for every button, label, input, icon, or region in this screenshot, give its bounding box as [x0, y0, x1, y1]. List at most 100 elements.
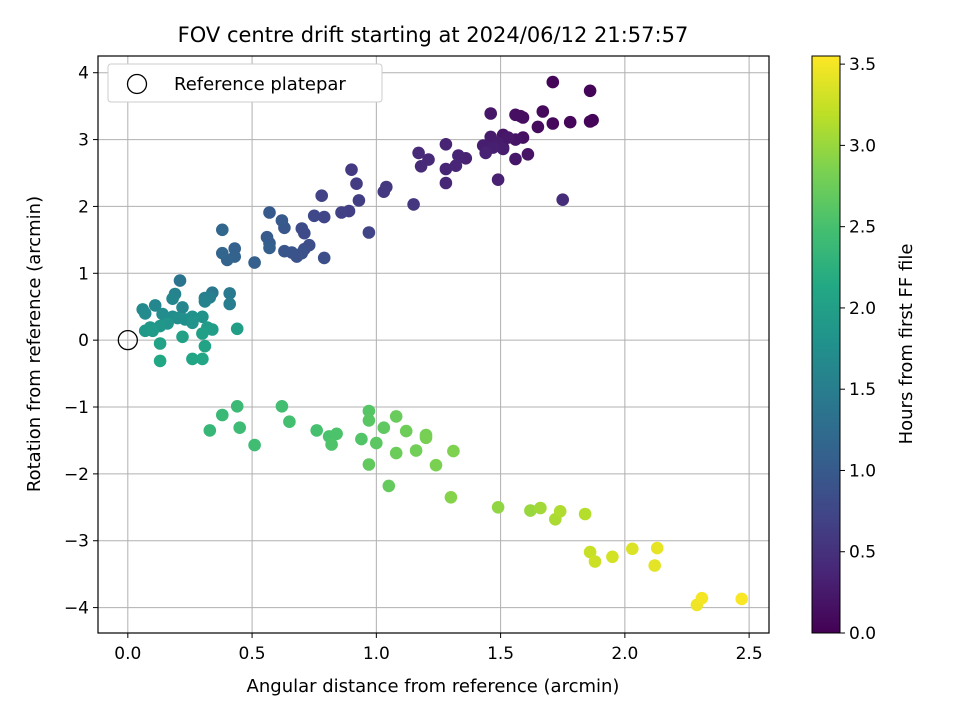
- data-point: [350, 177, 363, 190]
- x-tick-label: 0.0: [114, 644, 141, 664]
- data-point: [588, 555, 602, 568]
- data-point: [283, 415, 296, 429]
- chart-title: FOV centre drift starting at 2024/06/12 …: [178, 23, 689, 47]
- data-point: [382, 479, 396, 493]
- data-point: [196, 352, 209, 366]
- legend-reference-marker-icon: [126, 73, 148, 95]
- data-point: [377, 421, 391, 435]
- y-tick-label: 3: [78, 131, 89, 151]
- data-point: [216, 408, 229, 422]
- data-point: [377, 185, 391, 198]
- data-point: [429, 458, 443, 472]
- reference-platepar-marker: [117, 330, 138, 351]
- data-point: [524, 504, 537, 517]
- data-point: [389, 410, 403, 423]
- data-point: [521, 148, 535, 161]
- data-point: [307, 209, 321, 223]
- data-point: [362, 414, 376, 427]
- data-point: [452, 149, 465, 162]
- data-point: [203, 424, 217, 437]
- data-point: [509, 152, 522, 166]
- grid: [98, 56, 769, 633]
- data-point: [534, 501, 547, 515]
- data-point: [491, 501, 505, 514]
- x-tick-label: 2.0: [611, 644, 638, 664]
- data-point: [198, 339, 212, 353]
- data-point: [531, 120, 545, 134]
- x-tick-label: 0.5: [239, 644, 266, 664]
- reference-marker-layer: [117, 330, 138, 351]
- x-tick-label: 1.0: [363, 644, 390, 664]
- data-point: [447, 444, 460, 458]
- data-point: [536, 105, 550, 118]
- data-point: [583, 84, 597, 98]
- plot-frame: [97, 55, 770, 634]
- data-point: [196, 327, 209, 340]
- data-point: [362, 404, 376, 418]
- data-point: [509, 108, 522, 122]
- data-point: [362, 458, 376, 471]
- data-point: [553, 505, 567, 518]
- data-point: [650, 541, 664, 555]
- data-point: [370, 436, 383, 450]
- data-point: [248, 256, 261, 269]
- data-point: [153, 337, 167, 350]
- data-point: [583, 545, 597, 559]
- y-axis-ticks: −4 −3 −2 −1 0 1 2 3 4: [64, 64, 98, 619]
- data-point: [491, 173, 505, 186]
- data-point: [216, 246, 229, 260]
- colorbar-ticks: 0.0 0.5 1.0 1.5 2.0 2.5 3.0 3.5: [840, 55, 876, 644]
- x-axis-label: Angular distance from reference (arcmin): [247, 676, 620, 697]
- data-point: [648, 559, 661, 572]
- colorbar-tick-label: 3.5: [849, 55, 876, 75]
- data-point: [263, 206, 276, 219]
- data-point: [606, 550, 619, 564]
- data-point: [206, 323, 219, 336]
- data-point: [216, 223, 229, 237]
- data-point: [223, 297, 236, 311]
- data-point: [407, 198, 420, 211]
- colorbar-tick-label: 0.5: [849, 543, 876, 563]
- data-point: [345, 163, 358, 176]
- data-point: [335, 206, 348, 219]
- data-point: [138, 307, 152, 320]
- data-point: [186, 316, 199, 330]
- data-point: [352, 194, 366, 207]
- colorbar: 0.0 0.5 1.0 1.5 2.0 2.5 3.0 3.5 Hours from firs…: [811, 55, 917, 644]
- colorbar-label: Hours from first FF file: [896, 244, 917, 445]
- data-point: [146, 324, 159, 338]
- data-point: [409, 444, 423, 457]
- data-point: [156, 307, 169, 321]
- data-point: [295, 222, 309, 235]
- data-point: [176, 301, 189, 314]
- data-point: [198, 295, 212, 308]
- data-point: [419, 431, 433, 445]
- y-axis-label: Rotation from reference (arcmin): [24, 196, 45, 492]
- data-points: [136, 75, 748, 612]
- data-point: [399, 424, 413, 438]
- colorbar-gradient: [811, 55, 841, 634]
- data-point: [355, 432, 368, 446]
- data-point: [479, 146, 493, 160]
- data-point: [278, 244, 291, 258]
- data-point: [330, 427, 343, 441]
- data-point: [230, 400, 244, 413]
- data-point: [153, 354, 167, 368]
- colorbar-tick-label: 1.5: [849, 380, 876, 400]
- data-point: [439, 162, 453, 176]
- legend: Reference platepar: [107, 63, 383, 103]
- data-point: [223, 287, 236, 300]
- data-point: [263, 241, 276, 255]
- x-axis-ticks: 0.0 0.5 1.0 1.5 2.0 2.5: [114, 633, 763, 664]
- legend-box: [107, 63, 383, 103]
- data-point: [176, 330, 189, 344]
- y-tick-label: −1: [64, 398, 89, 418]
- y-tick-label: −4: [64, 599, 89, 619]
- data-point: [315, 189, 329, 202]
- colorbar-tick-label: 1.0: [849, 461, 876, 481]
- data-point: [484, 107, 498, 120]
- data-point: [173, 274, 187, 287]
- colorbar-tick-label: 2.5: [849, 218, 876, 238]
- data-point: [186, 352, 199, 366]
